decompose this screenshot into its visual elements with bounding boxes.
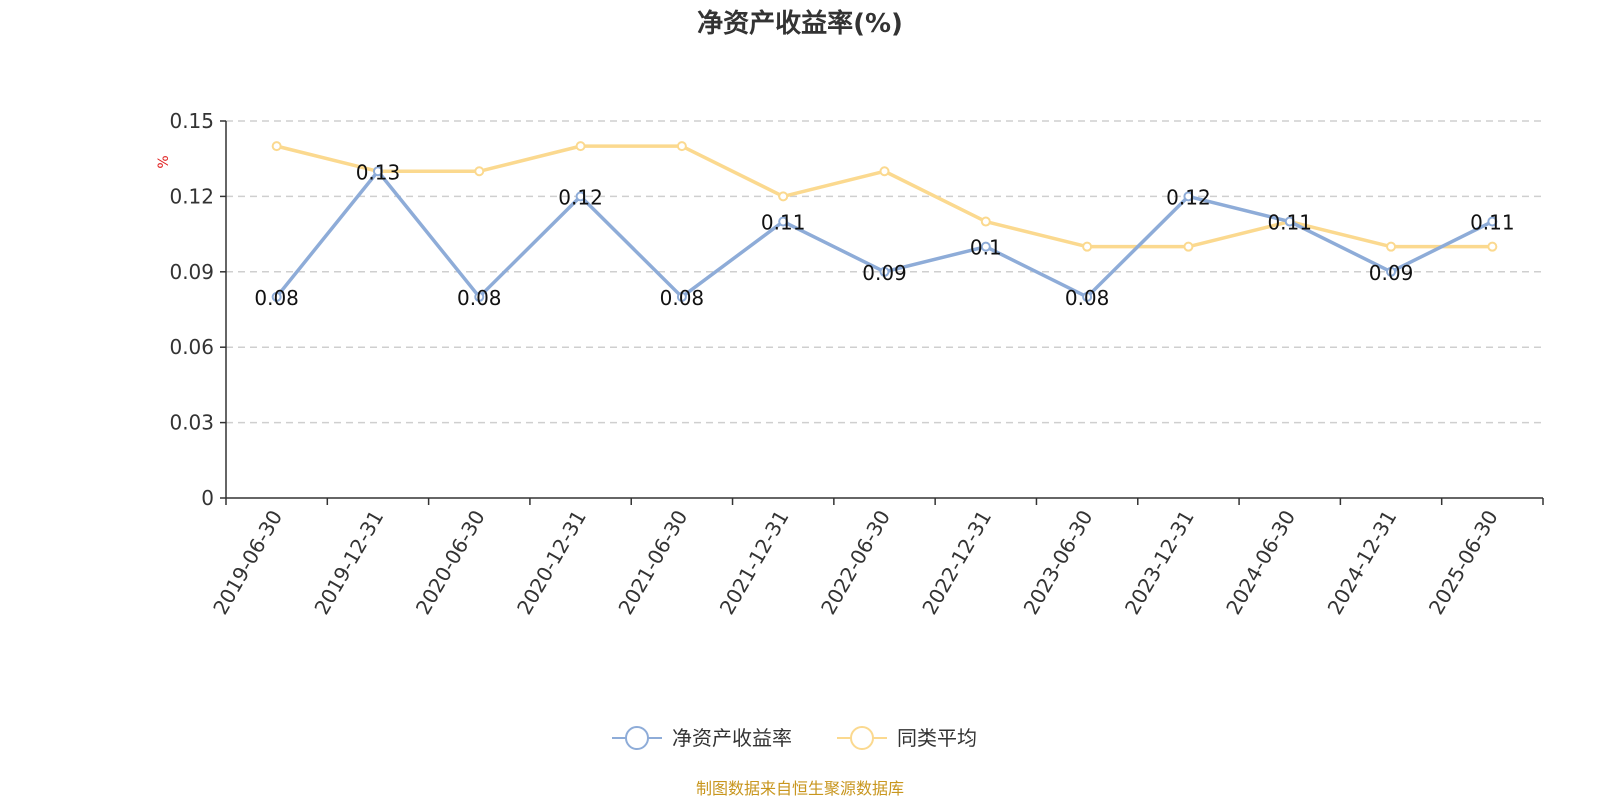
data-point[interactable] (575, 191, 586, 202)
data-label: 0.08 (1065, 286, 1110, 310)
y-tick-label: 0.12 (169, 184, 214, 208)
source-note: 制图数据来自恒生聚源数据库 (696, 779, 904, 798)
x-tick-label: 2021-12-31 (715, 506, 794, 619)
data-labels: 0.08 0.13 0.08 0.12 0.08 0.11 0.09 0.1 0.08 0.12 0… (254, 160, 1514, 310)
y-axis-unit-label: % (156, 155, 172, 168)
data-point[interactable] (1082, 241, 1093, 252)
data-point[interactable] (1183, 191, 1194, 202)
data-point[interactable] (879, 166, 890, 177)
data-label: 0.11 (761, 211, 806, 235)
data-label: 0.11 (1267, 211, 1312, 235)
data-point[interactable] (980, 241, 991, 252)
y-tick-label: 0.03 (169, 411, 214, 435)
x-tick-label: 2021-06-30 (613, 506, 692, 619)
data-label: 0.11 (1470, 211, 1515, 235)
data-label: 0.1 (970, 236, 1002, 260)
data-point[interactable] (1284, 216, 1295, 227)
x-tick-label: 2020-12-31 (512, 506, 591, 619)
legend-marker[interactable] (850, 726, 874, 750)
x-tick-label: 2024-12-31 (1323, 506, 1402, 619)
data-point[interactable] (676, 141, 687, 152)
y-tick-label: 0.15 (169, 109, 214, 133)
data-point[interactable] (1386, 241, 1397, 252)
data-point[interactable] (980, 216, 991, 227)
x-tick-label: 2022-12-31 (917, 506, 996, 619)
grid-lines (226, 120, 1543, 424)
data-label: 0.09 (862, 261, 907, 285)
data-point[interactable] (372, 166, 383, 177)
data-point[interactable] (778, 216, 789, 227)
x-tick-label: 2023-12-31 (1120, 506, 1199, 619)
data-label: 0.08 (457, 286, 502, 310)
legend-label[interactable]: 净资产收益率 (672, 726, 792, 750)
data-label: 0.12 (558, 185, 603, 209)
data-point[interactable] (1082, 291, 1093, 302)
data-point[interactable] (474, 166, 485, 177)
x-tick-label: 2022-06-30 (816, 506, 895, 619)
data-point[interactable] (1183, 241, 1194, 252)
legend-label[interactable]: 同类平均 (897, 726, 977, 750)
legend-marker[interactable] (625, 726, 649, 750)
axes: 0 0.03 0.06 0.09 0.12 0.15 2019-06-30 2019-12-3… (169, 109, 1544, 619)
data-point[interactable] (1487, 216, 1498, 227)
x-tick-label: 2024-06-30 (1221, 506, 1300, 619)
x-tick-label: 2019-12-31 (309, 506, 388, 619)
data-label: 0.13 (356, 160, 401, 184)
x-tick-label: 2025-06-30 (1424, 506, 1503, 619)
data-point[interactable] (271, 141, 282, 152)
x-tick-label: 2019-06-30 (208, 506, 287, 619)
chart-title: 净资产收益率(%) (697, 8, 903, 39)
data-point[interactable] (879, 266, 890, 277)
data-point[interactable] (575, 141, 586, 152)
data-point[interactable] (676, 291, 687, 302)
y-tick-label: 0.09 (169, 260, 214, 284)
data-point[interactable] (474, 291, 485, 302)
data-label: 0.08 (254, 286, 299, 310)
data-point[interactable] (1487, 241, 1498, 252)
y-tick-label: 0 (201, 486, 214, 510)
x-tick-label: 2020-06-30 (411, 506, 490, 619)
y-tick-label: 0.06 (169, 335, 214, 359)
data-point[interactable] (778, 191, 789, 202)
data-label: 0.12 (1166, 185, 1211, 209)
data-label: 0.09 (1369, 261, 1414, 285)
data-point[interactable] (271, 291, 282, 302)
data-label: 0.08 (660, 286, 705, 310)
legend: 净资产收益率 同类平均 (612, 726, 977, 750)
data-point[interactable] (1386, 266, 1397, 277)
x-tick-label: 2023-06-30 (1019, 506, 1098, 619)
series-lines (271, 141, 1498, 302)
